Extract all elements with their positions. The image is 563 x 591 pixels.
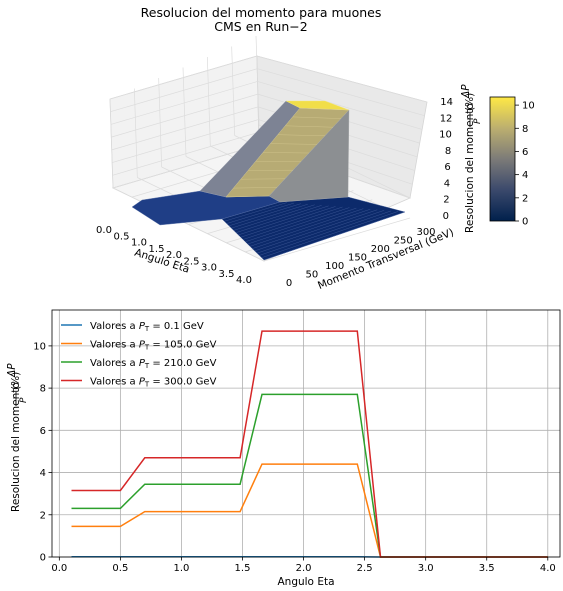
z-tick-label: 4 bbox=[444, 178, 450, 189]
z-axis-label-frac-den: P bbox=[473, 118, 483, 124]
y-tick-label: 2 bbox=[40, 510, 46, 521]
line-y-ticks: 0 2 4 6 8 10 bbox=[33, 341, 52, 563]
x-tick-label: 2.0 bbox=[296, 563, 312, 574]
x-tick-label: 0.5 bbox=[114, 231, 130, 242]
colorbar-tick-label: 6 bbox=[522, 147, 528, 158]
colorbar-tick-label: 10 bbox=[522, 101, 535, 112]
z-tick-label: 10 bbox=[439, 130, 452, 141]
y-tick-label: 50 bbox=[305, 270, 318, 281]
colorbar-tick-label: 8 bbox=[522, 124, 528, 135]
z-axis-label-unit: (%) bbox=[464, 93, 476, 111]
colorbar-ticks: 0 2 4 6 8 10 bbox=[515, 101, 535, 228]
line-y-axis-label: Resolucion del momento ΔP P (%) bbox=[6, 363, 29, 512]
x-tick-label: 3.0 bbox=[418, 563, 434, 574]
x-tick-label: 3.5 bbox=[479, 563, 495, 574]
x-tick-label: 0.0 bbox=[96, 225, 112, 236]
x-tick-label: 4.0 bbox=[540, 563, 556, 574]
colorbar bbox=[490, 97, 515, 221]
surface-plot: Resolucion del momento para muones CMS e… bbox=[96, 5, 535, 292]
y-tick-label: 8 bbox=[40, 384, 46, 395]
colorbar-tick-label: 0 bbox=[522, 217, 528, 228]
y-tick-label: 4 bbox=[40, 468, 46, 479]
chart-subtitle: CMS en Run−2 bbox=[214, 19, 307, 34]
z-tick-label: 8 bbox=[445, 146, 451, 157]
x-tick-label: 3.0 bbox=[201, 263, 217, 274]
y-tick-label: 10 bbox=[33, 341, 46, 352]
x-tick-label: 0.5 bbox=[112, 563, 128, 574]
z-tick-label: 6 bbox=[444, 162, 450, 173]
x-tick-label: 4.0 bbox=[236, 275, 252, 286]
z-tick-label: 0 bbox=[443, 211, 449, 222]
x-tick-label: 0.0 bbox=[51, 563, 67, 574]
line-x-ticks: 0.0 0.5 1.0 1.5 2.0 2.5 3.0 3.5 4.0 bbox=[51, 557, 555, 574]
y-tick-label: 0 bbox=[40, 553, 46, 564]
z-axis-label: Resolucion del momento ΔP P (%) bbox=[460, 84, 483, 233]
z-axis-ticks: 0 2 4 6 8 10 12 14 bbox=[439, 97, 453, 222]
x-tick-label: 2.5 bbox=[357, 563, 373, 574]
y-tick-label: 6 bbox=[40, 426, 46, 437]
colorbar-tick-label: 4 bbox=[522, 170, 528, 181]
legend-entry: Valores a PT = 105.0 GeV bbox=[90, 340, 217, 352]
y-axis-label: Momento Transversal (GeV) bbox=[316, 226, 455, 292]
chart-title: Resolucion del momento para muones bbox=[141, 5, 382, 20]
y-tick-label: 0 bbox=[286, 278, 292, 289]
line-y-axis-label-frac-den: P bbox=[19, 397, 29, 403]
x-tick-label: 1.0 bbox=[173, 563, 189, 574]
colorbar-tick-label: 2 bbox=[522, 193, 528, 204]
line-plot: 0.0 0.5 1.0 1.5 2.0 2.5 3.0 3.5 4.0 0 2 4 6 8 10 Angu… bbox=[6, 310, 560, 588]
line-y-axis-label-unit: (%) bbox=[10, 372, 22, 390]
z-tick-label: 12 bbox=[440, 113, 453, 124]
legend-entry: Valores a PT = 300.0 GeV bbox=[90, 377, 217, 389]
x-tick-label: 1.5 bbox=[235, 563, 251, 574]
line-x-axis-label: Angulo Eta bbox=[277, 576, 334, 588]
z-tick-label: 14 bbox=[440, 97, 453, 108]
legend-entry: Valores a PT = 210.0 GeV bbox=[90, 358, 217, 370]
x-tick-label: 3.5 bbox=[219, 269, 235, 280]
z-tick-label: 2 bbox=[443, 195, 449, 206]
